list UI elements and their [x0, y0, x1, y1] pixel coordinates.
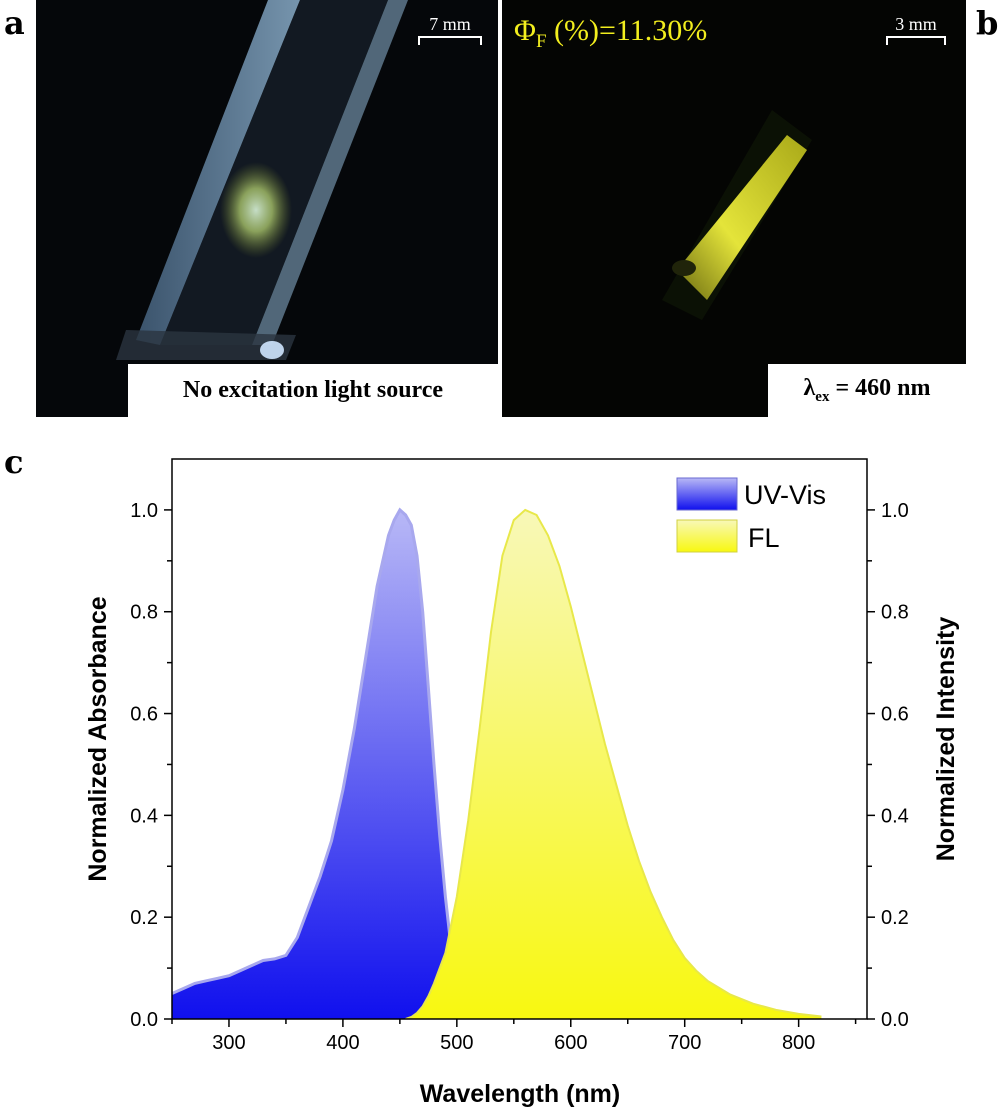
lambda-subscript: ex — [815, 388, 830, 405]
uv-vis-area — [172, 509, 469, 1019]
photo-panel-a — [36, 0, 498, 417]
photo-b-image — [502, 0, 966, 417]
y-left-tick-label: 0.0 — [130, 1009, 158, 1031]
lambda-symbol: λ — [803, 375, 816, 402]
scale-bar-a: 7 mm — [418, 14, 482, 45]
x-tick-label: 400 — [326, 1032, 359, 1054]
legend-label-uv-vis: UV-Vis — [744, 480, 826, 510]
uv-vis-line — [172, 507, 470, 1019]
y-left-tick-label: 0.8 — [130, 602, 158, 624]
excitation-value: = 460 nm — [829, 375, 931, 402]
y-right-tick-label: 1.0 — [881, 500, 909, 522]
y-right-tick-label: 0.4 — [881, 805, 909, 827]
legend-label-fl: FL — [748, 523, 780, 553]
x-axis-title: Wavelength (nm) — [420, 1080, 620, 1108]
y-right-tick-label: 0.0 — [881, 1009, 909, 1031]
y-right-tick-label: 0.2 — [881, 907, 909, 929]
fl-line — [405, 508, 822, 1019]
y-right-tick-label: 0.8 — [881, 602, 909, 624]
scale-label-a: 7 mm — [429, 14, 471, 34]
y-axis-right-title: Normalized Intensity — [932, 617, 960, 862]
y-left-tick-label: 1.0 — [130, 500, 158, 522]
legend-swatch-uv-vis — [676, 477, 738, 511]
x-tick-label: 500 — [440, 1032, 473, 1054]
panel-letter-a: a — [4, 4, 25, 42]
y-left-tick-label: 0.6 — [130, 704, 158, 726]
panel-letter-c: c — [4, 443, 24, 481]
legend-swatch-fl — [676, 519, 738, 553]
fl-area — [405, 509, 822, 1019]
caption-b-text: λex = 460 nm — [804, 375, 931, 406]
axis-ticks: 300 400 500 600 700 800 0.0 0.0 0.2 0.2 0.4 0.4 0.6 0… — [130, 500, 909, 1054]
x-tick-label: 300 — [212, 1032, 245, 1054]
photo-panel-b — [502, 0, 966, 417]
scale-bar-b: 3 mm — [886, 14, 946, 45]
y-axis-left-title: Normalized Absorbance — [84, 596, 112, 881]
y-right-tick-label: 0.6 — [881, 704, 909, 726]
plot-frame — [171, 458, 868, 1020]
y-left-tick-label: 0.2 — [130, 907, 158, 929]
panel-letter-b: b — [976, 4, 999, 42]
x-tick-label: 700 — [668, 1032, 701, 1054]
legend: UV-Vis FL — [676, 477, 826, 553]
x-tick-label: 800 — [782, 1032, 815, 1054]
y-left-tick-label: 0.4 — [130, 805, 158, 827]
caption-a-text: No excitation light source — [182, 377, 444, 403]
qy-value: (%)=11.30% — [546, 14, 708, 47]
caption-a: No excitation light source — [128, 364, 498, 417]
qy-symbol: Φ — [514, 14, 536, 47]
quantum-yield-label: ΦF (%)=11.30% — [514, 14, 707, 53]
caption-b: λex = 460 nm — [768, 364, 966, 417]
qy-subscript: F — [535, 31, 547, 52]
photo-a-image — [36, 0, 498, 417]
x-tick-label: 600 — [554, 1032, 587, 1054]
scale-label-b: 3 mm — [895, 14, 937, 34]
